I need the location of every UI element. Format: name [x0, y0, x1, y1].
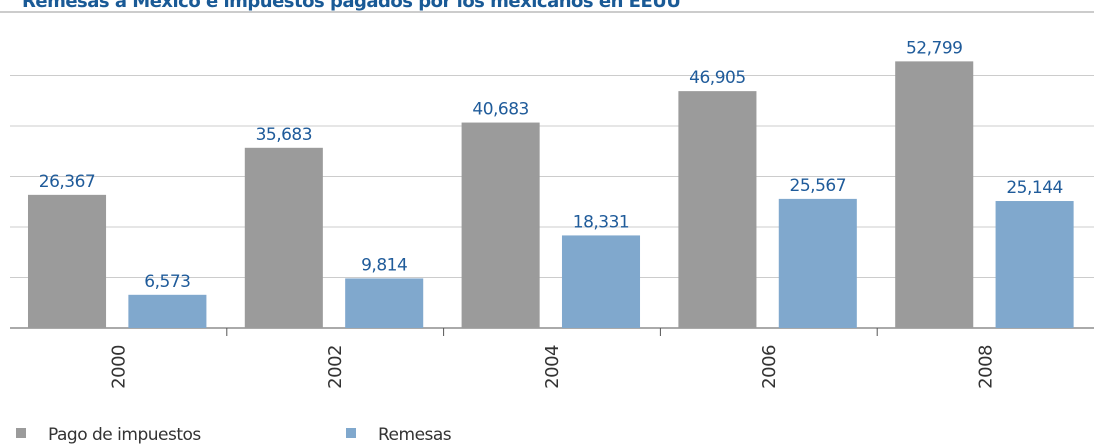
bar — [461, 122, 540, 329]
x-tick-label: 2002 — [325, 345, 346, 389]
bar — [678, 91, 757, 328]
value-label: 6,573 — [144, 272, 190, 292]
bar — [27, 194, 107, 328]
value-label: 18,331 — [573, 212, 629, 232]
value-label: 52,799 — [906, 38, 962, 58]
legend-label: Remesas — [378, 425, 452, 445]
x-tick-label: 2000 — [108, 345, 129, 389]
bar — [995, 201, 1074, 328]
bar — [778, 198, 857, 328]
x-tick-label: 2008 — [976, 345, 997, 389]
bar — [895, 61, 974, 328]
bar — [244, 147, 323, 328]
bar — [128, 294, 207, 328]
bar — [561, 235, 641, 328]
x-tick-label: 2006 — [759, 345, 780, 389]
value-label: 40,683 — [472, 100, 528, 120]
value-label: 35,683 — [256, 125, 312, 145]
legend-swatch — [16, 428, 26, 438]
value-label: 26,367 — [39, 172, 95, 192]
value-label: 25,567 — [790, 176, 846, 196]
value-label: 25,144 — [1006, 178, 1062, 198]
value-label: 9,814 — [361, 255, 407, 275]
x-tick-label: 2004 — [542, 345, 563, 389]
legend-swatch — [346, 428, 356, 438]
bar — [345, 278, 424, 328]
chart-title: Remesas a México e impuestos pagados por… — [22, 0, 681, 12]
legend-label: Pago de impuestos — [48, 425, 201, 445]
value-label: 46,905 — [689, 68, 745, 88]
